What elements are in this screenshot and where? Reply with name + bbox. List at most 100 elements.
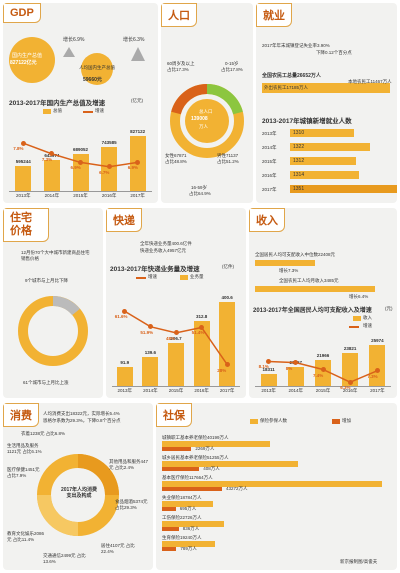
- growth-point: [20, 140, 26, 146]
- express-legend-bar: 业务量: [190, 274, 204, 279]
- legend-bar-swatch: [43, 109, 51, 114]
- gdp-label: 国内生产总值: [12, 53, 43, 59]
- unemp-line-b: 下降0.12个百分点: [316, 50, 352, 55]
- female-pct: 占比48.8%: [165, 159, 187, 164]
- bar: 1312: [290, 157, 357, 165]
- credit: 新京报制图/高俊夫: [340, 559, 378, 564]
- express-line2: 快递业务收入4957亿元: [140, 248, 187, 253]
- growth-point: [293, 360, 299, 366]
- age015-pct: 占比17.8%: [221, 67, 243, 72]
- income-tag: 收入: [249, 208, 285, 232]
- x-tick-label: 2015年: [168, 388, 184, 393]
- growth-label: 51.9%: [140, 329, 154, 335]
- population-donut: [170, 84, 244, 158]
- employment-chart: 2013年 1310 2014年 1322 2015年 1312 2016年 1314 2017…: [256, 125, 397, 203]
- employment-panel: 就业 2017年年末城镇登记失业率3.90% 下降0.12个百分点 全国农民工总…: [256, 3, 397, 203]
- up-arrow-icon: [131, 47, 145, 61]
- migrant-out: 外出农民工17185万人: [264, 85, 309, 90]
- x-tick-label: 2014年: [44, 193, 60, 198]
- growth-point: [122, 308, 128, 314]
- bar: 1310: [290, 129, 354, 137]
- social-row-label: 城镇职工基本养老保险40199万人: [162, 435, 229, 440]
- social-row-inc-bar: [162, 447, 192, 451]
- social-legend1: 保险参保人数: [260, 418, 287, 423]
- gdp-circle: [9, 37, 55, 83]
- social-row-inc: 43272万人: [226, 486, 248, 491]
- social-row-label: 工伤保险22726万人: [162, 515, 202, 520]
- x-axis: [112, 386, 240, 387]
- consumption-donut: [37, 454, 119, 536]
- growth-label: 6.7%: [99, 169, 110, 175]
- housing-panel: 住宅价格 12月份70个大中城市新建商品住宅销售价格 9个城市与上月比下降 61…: [3, 208, 103, 398]
- social-legend2: 增加: [342, 418, 351, 423]
- migrant-bar: [262, 83, 390, 93]
- bar: [260, 373, 277, 386]
- bar: [287, 366, 304, 386]
- growth-point: [266, 358, 272, 364]
- growth-point: [173, 330, 179, 336]
- income-unit: (元): [385, 306, 393, 311]
- y-tick-label: 2014年: [262, 145, 277, 150]
- growth-label: 7.8%: [13, 146, 24, 152]
- bar-value-label: 312.8: [195, 313, 208, 319]
- social-row-inc-bar: [162, 487, 222, 491]
- social-row-bar: [162, 541, 215, 547]
- social-row-bar: [162, 501, 213, 507]
- employment-tag: 就业: [256, 3, 292, 27]
- consumption-item: 居住4107元 占比22.4%: [101, 543, 135, 554]
- growth-point: [224, 362, 230, 368]
- consumption-item: 生活用品及服务1121元 占比6.1%: [7, 443, 42, 454]
- total-unit: 万人: [199, 124, 208, 129]
- express-legend-line: 增速: [148, 274, 157, 279]
- express-tag: 快递: [106, 208, 142, 232]
- bar: [142, 356, 159, 386]
- bar: [342, 352, 359, 386]
- social-row-label: 城乡居民基本养老保险51255万人: [162, 455, 229, 460]
- express-panel: 快递 全年快递业务量400.6亿件 快递业务收入4957亿元 2013-2017…: [106, 208, 246, 398]
- bar-value-label: 25974: [371, 337, 384, 343]
- consumption-item: 衣着1238元 占比6.8%: [21, 431, 66, 436]
- y-tick-label: 2015年: [262, 159, 277, 164]
- express-line1: 全年快递业务量400.6亿件: [140, 241, 192, 246]
- growth-point: [320, 367, 326, 372]
- income-line2: 全国农民工人均月收入3485元: [279, 278, 339, 283]
- gdp-tag: GDP: [3, 3, 41, 23]
- consumption-item: 教育文化娱乐2086元 占比11.4%: [7, 531, 45, 542]
- bar: 1314: [290, 171, 360, 179]
- growth-label: 28%: [217, 367, 227, 373]
- growth-label: 7.4%: [313, 372, 324, 378]
- bar: [369, 344, 386, 386]
- growth-label: 8.1%: [258, 364, 269, 370]
- bar: [15, 165, 32, 191]
- age1659-pct: 占比64.9%: [189, 191, 211, 196]
- bar: [315, 359, 331, 386]
- male-label: 男性71137: [217, 153, 239, 158]
- pc-value: 59660元: [83, 77, 102, 83]
- legend-bar-swatch: [353, 316, 361, 321]
- pc-circle: [81, 53, 113, 85]
- total-label: 总人口: [199, 109, 213, 114]
- social-row-inc-bar: [162, 527, 179, 531]
- growth-label: 7.3%: [367, 373, 378, 379]
- social-panel: 社保 保险参保人数 增加 城镇职工基本养老保险40199万人 2269万人 城乡居民…: [156, 403, 397, 570]
- bar: [116, 366, 133, 386]
- x-tick-label: 2014年: [288, 388, 304, 393]
- housing-tag: 住宅价格: [3, 208, 49, 242]
- gdp-unit: (亿元): [131, 98, 143, 103]
- x-tick-label: 2017年: [219, 388, 235, 393]
- x-tick-label: 2015年: [315, 388, 331, 393]
- social-tag: 社保: [156, 403, 192, 427]
- gdp-chart-title: 2013-2017年国内生产总值及增速: [9, 100, 106, 107]
- consumption-panel: 消费 人均消费支出18322元，实际增长5.4% 恩格尔系数为29.3%，下降0…: [3, 403, 153, 570]
- age60-label: 60周岁及以上: [167, 61, 195, 66]
- gdp-legend-line: 增速: [95, 108, 104, 113]
- bar-value-label: 23821: [343, 345, 357, 351]
- income-line1b: 增长7.3%: [279, 268, 299, 273]
- growth-label: 8%: [285, 365, 293, 371]
- housing-down: 9个城市与上月比下降: [25, 278, 69, 283]
- growth-label: 6.9%: [127, 165, 138, 171]
- x-axis: [255, 386, 391, 387]
- migrant-local: 本地农民工11467万人: [348, 79, 392, 84]
- bar: [219, 302, 236, 386]
- bar-value-label: 18311: [262, 366, 275, 372]
